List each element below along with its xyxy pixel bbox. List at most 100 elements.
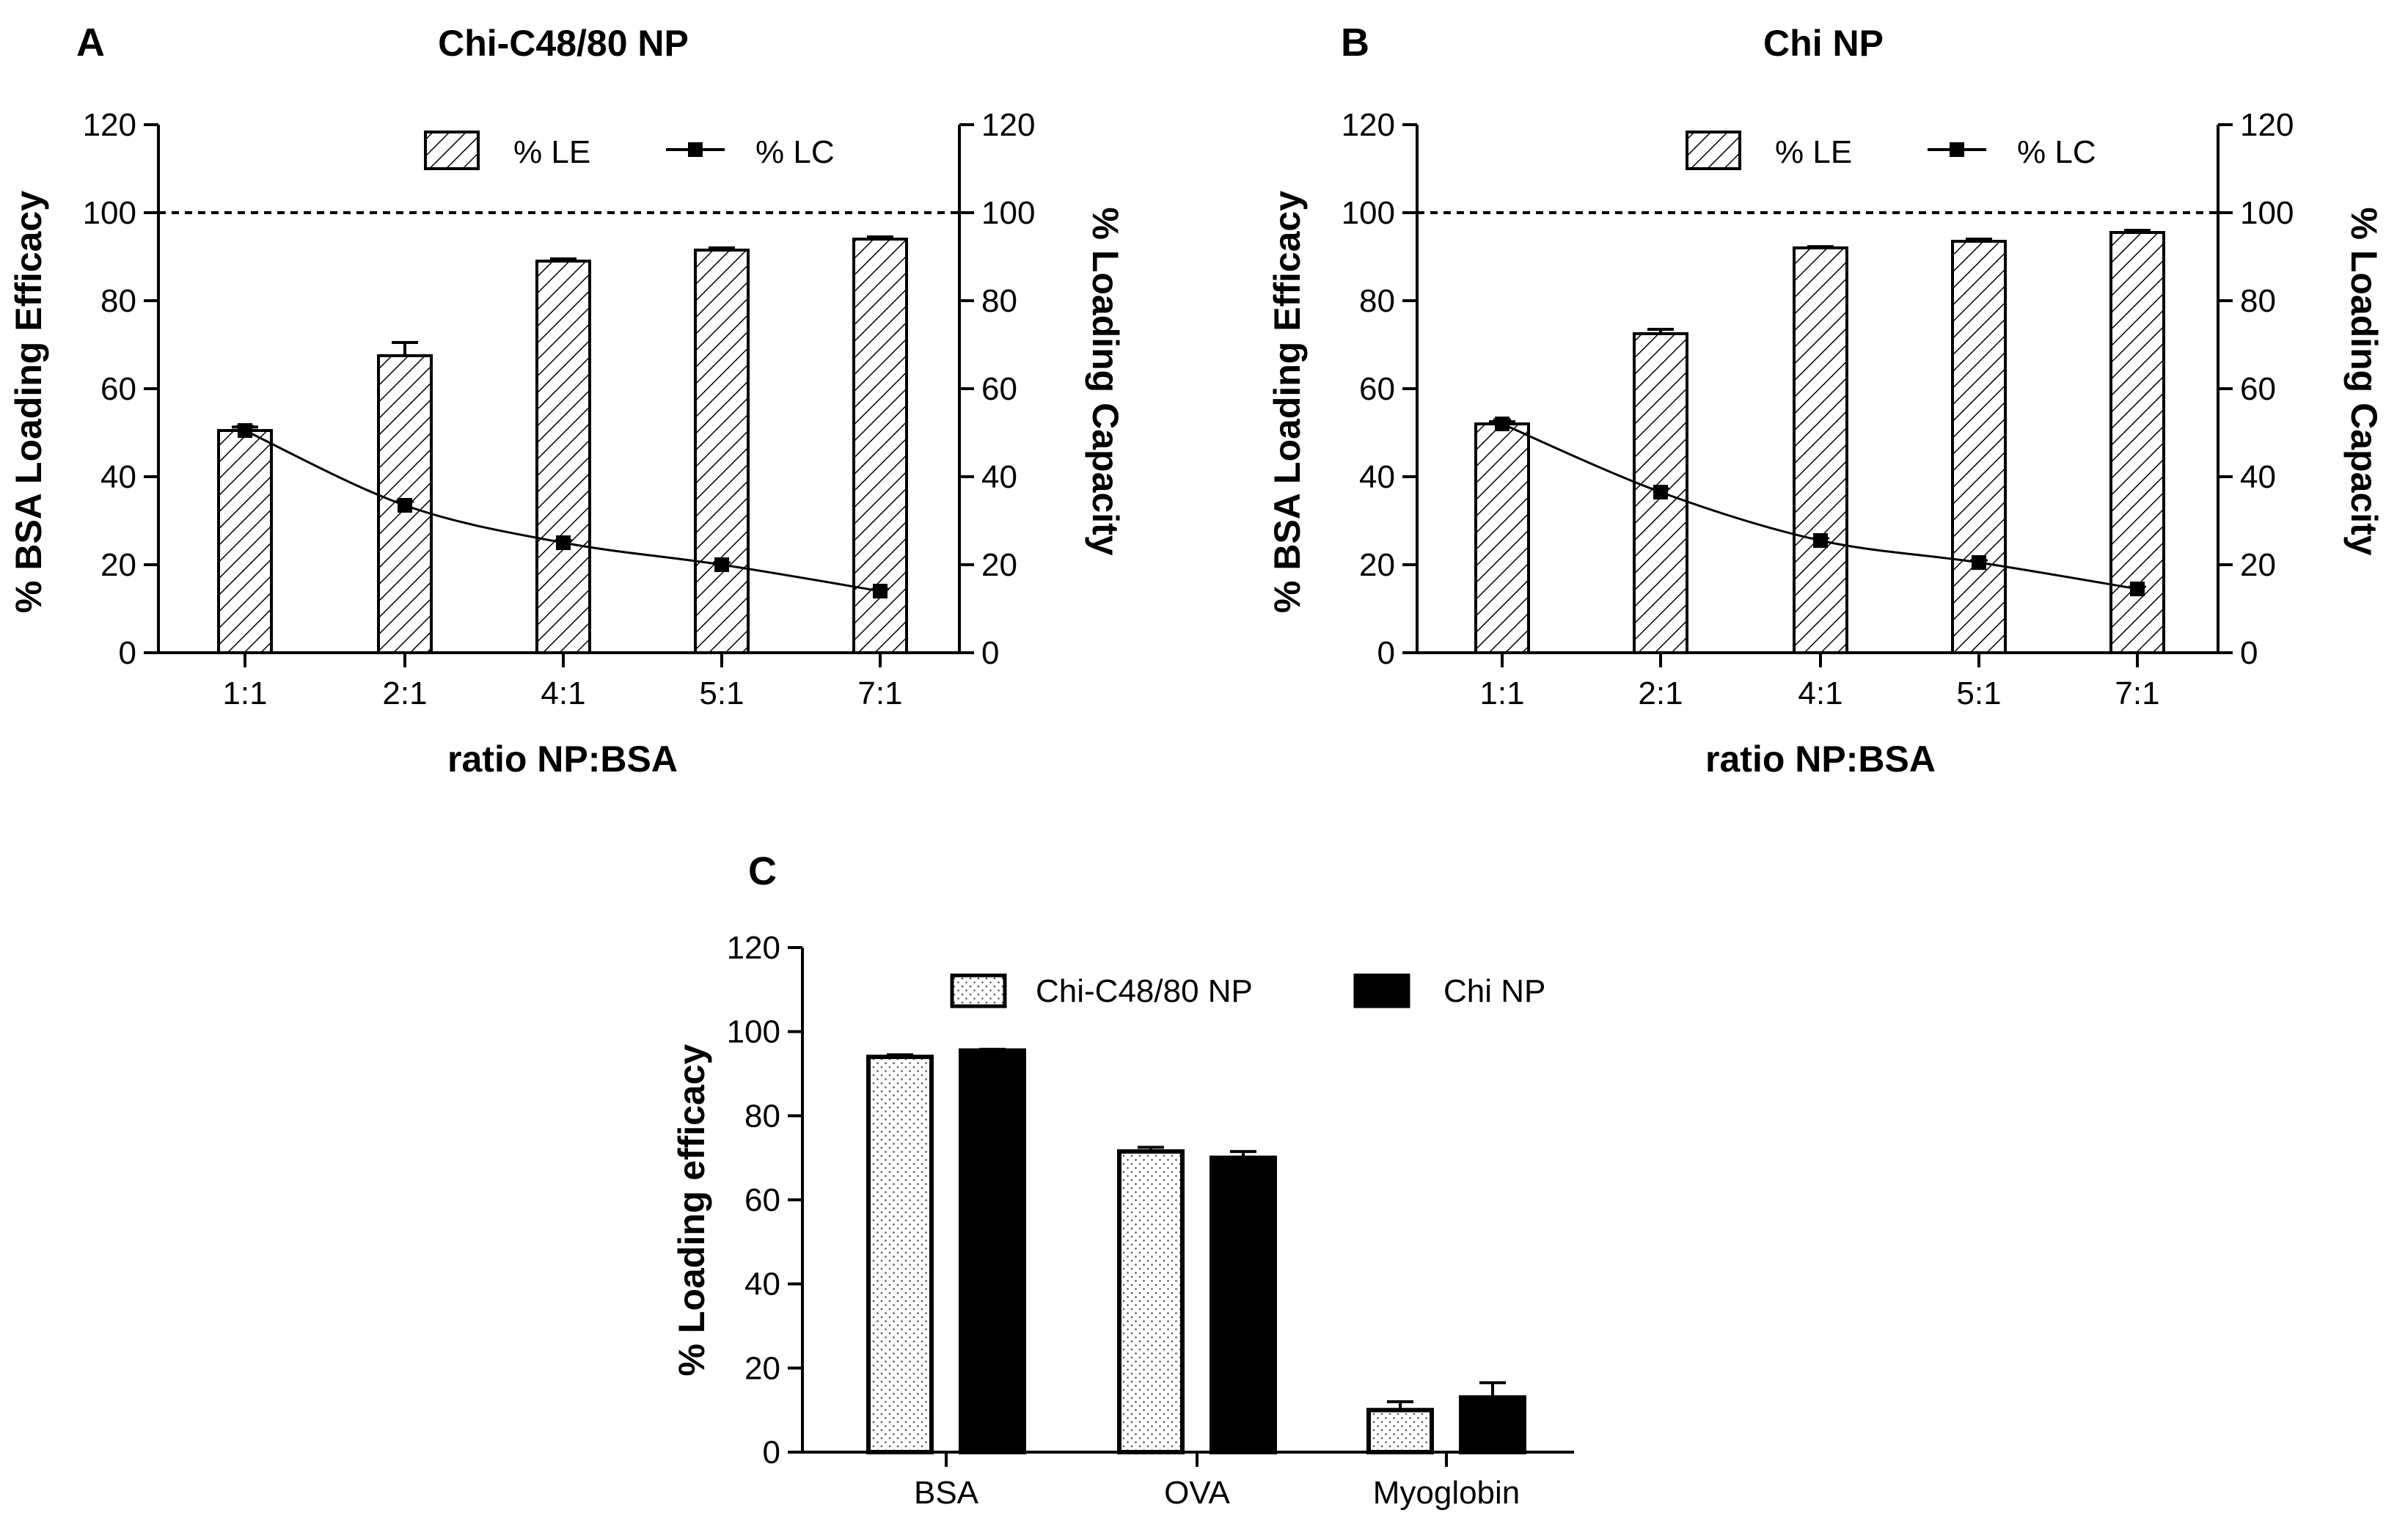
- y-right-tick-label: 20: [2240, 547, 2276, 583]
- legend-label-chi-c48-80: Chi-C48/80 NP: [1036, 973, 1253, 1009]
- x-tick-label: 5:1: [1956, 675, 2001, 711]
- y-right-tick-label: 120: [981, 107, 1035, 143]
- y-right-tick-label: 120: [2240, 107, 2294, 143]
- y-tick-label: 120: [83, 107, 136, 143]
- y-tick-label: 0: [119, 635, 136, 671]
- line-series: [1493, 417, 2146, 596]
- x-tick-label: 1:1: [222, 675, 267, 711]
- panel-letter: A: [76, 21, 105, 65]
- chart-title: Chi NP: [1763, 23, 1884, 64]
- y-tick-label: 0: [1377, 635, 1395, 671]
- legend: % LE % LC: [424, 131, 835, 170]
- chart-title: Chi-C48/80 NP: [438, 23, 689, 64]
- bar: [1210, 1155, 1277, 1454]
- y-axis-title: % BSA Loading Efficacy: [8, 191, 49, 613]
- left-axis-ticks: 0 20 40 60 80 100 120: [1342, 107, 1417, 671]
- y-axis-title: % BSA Loading Efficacy: [1267, 191, 1308, 613]
- x-tick-label: 5:1: [699, 675, 744, 711]
- bar: [1459, 1395, 1526, 1455]
- legend-swatch-chi: [1353, 973, 1410, 1008]
- lc-point: [1653, 485, 1668, 499]
- y-right-tick-label: 20: [981, 547, 1017, 583]
- panel-b: B Chi NP 0 20 40 60 80 100 120 0 20 40 60 80 100 120…: [1267, 21, 2385, 780]
- y-tick-label: 0: [763, 1435, 780, 1470]
- line-series: [236, 423, 889, 598]
- legend-swatch-chi-c48-80: [950, 973, 1007, 1008]
- lc-point: [1813, 533, 1828, 548]
- lc-point: [1972, 555, 1986, 570]
- bar: [1366, 1407, 1434, 1454]
- lc-point: [1495, 417, 1509, 431]
- right-axis-ticks: 0 20 40 60 80 100 120: [2218, 107, 2294, 671]
- legend-label-lc: % LC: [2017, 134, 2096, 170]
- y-tick-label: 100: [83, 195, 136, 231]
- y-right-tick-label: 40: [981, 459, 1017, 495]
- panel-a: A Chi-C48/80 NP 0 20 40 60 80 100 120 0 20 40 60 8…: [8, 21, 1126, 780]
- y-tick-label: 20: [744, 1350, 780, 1386]
- x-axis-ticks: BSA OVA Myoglobin: [914, 1452, 1520, 1511]
- legend-label-le: % LE: [513, 134, 590, 170]
- y-tick-label: 100: [1342, 195, 1395, 231]
- y-tick-label: 120: [727, 930, 780, 966]
- y-right-tick-label: 60: [981, 371, 1017, 407]
- legend-label-chi: Chi NP: [1443, 973, 1545, 1009]
- x-tick-label: 2:1: [1638, 675, 1683, 711]
- x-axis-ticks: 1:1 2:1 4:1 5:1 7:1: [1479, 653, 2160, 711]
- panel-letter: B: [1341, 21, 1369, 65]
- y-tick-label: 60: [1359, 371, 1395, 407]
- bar-series: [1474, 229, 2165, 654]
- x-tick-label: 2:1: [382, 675, 427, 711]
- x-tick-label: 7:1: [857, 675, 902, 711]
- y-right-tick-label: 0: [981, 635, 999, 671]
- bar: [535, 260, 591, 654]
- y-axis-right-title: % Loading Capacity: [1085, 207, 1126, 555]
- lc-point: [238, 423, 252, 438]
- right-axis-ticks: 0 20 40 60 80 100 120: [959, 107, 1035, 671]
- x-axis-title: ratio NP:BSA: [1705, 739, 1936, 780]
- y-tick-label: 20: [100, 547, 136, 583]
- y-right-tick-label: 60: [2240, 371, 2276, 407]
- y-tick-label: 80: [744, 1098, 780, 1134]
- legend-marker-lc: [1950, 142, 1964, 157]
- y-tick-label: 80: [1359, 283, 1395, 319]
- legend-swatch-le: [1686, 131, 1741, 170]
- legend: % LE % LC: [1686, 131, 2096, 170]
- bar: [1951, 240, 2007, 654]
- y-tick-label: 40: [744, 1267, 780, 1303]
- lc-point: [873, 584, 888, 598]
- x-tick-label: Myoglobin: [1373, 1475, 1520, 1511]
- bar: [1474, 422, 1530, 654]
- y-right-tick-label: 100: [981, 195, 1035, 231]
- x-tick-label: 1:1: [1479, 675, 1524, 711]
- bar: [1117, 1149, 1185, 1454]
- bar: [217, 429, 273, 654]
- x-tick-label: 4:1: [541, 675, 585, 711]
- bar: [959, 1048, 1026, 1454]
- y-tick-label: 60: [744, 1182, 780, 1218]
- bar-series: [866, 1047, 1526, 1455]
- panel-c: C 0 20 40 60 80 100 120 BSA OVA Myoglobin % Load…: [671, 849, 1574, 1511]
- y-right-tick-label: 40: [2240, 459, 2276, 495]
- y-right-tick-label: 0: [2240, 635, 2258, 671]
- y-right-tick-label: 100: [2240, 195, 2294, 231]
- bar: [1793, 246, 1848, 654]
- y-tick-label: 100: [727, 1014, 780, 1050]
- x-tick-label: OVA: [1164, 1475, 1230, 1511]
- lc-point: [714, 557, 729, 572]
- y-right-tick-label: 80: [2240, 283, 2276, 319]
- left-axis-ticks: 0 20 40 60 80 100 120: [727, 930, 802, 1470]
- panel-letter: C: [748, 849, 777, 893]
- y-tick-label: 20: [1359, 547, 1395, 583]
- lc-point: [2130, 582, 2145, 596]
- x-axis-ticks: 1:1 2:1 4:1 5:1 7:1: [222, 653, 903, 711]
- legend-marker-lc: [688, 142, 703, 157]
- legend-label-le: % LE: [1775, 134, 1852, 170]
- y-tick-label: 40: [100, 459, 136, 495]
- legend-swatch-le: [424, 131, 480, 170]
- x-tick-label: 7:1: [2115, 675, 2159, 711]
- x-tick-label: 4:1: [1798, 675, 1842, 711]
- lc-point: [398, 498, 412, 513]
- bar-series: [217, 235, 908, 654]
- y-tick-label: 60: [100, 371, 136, 407]
